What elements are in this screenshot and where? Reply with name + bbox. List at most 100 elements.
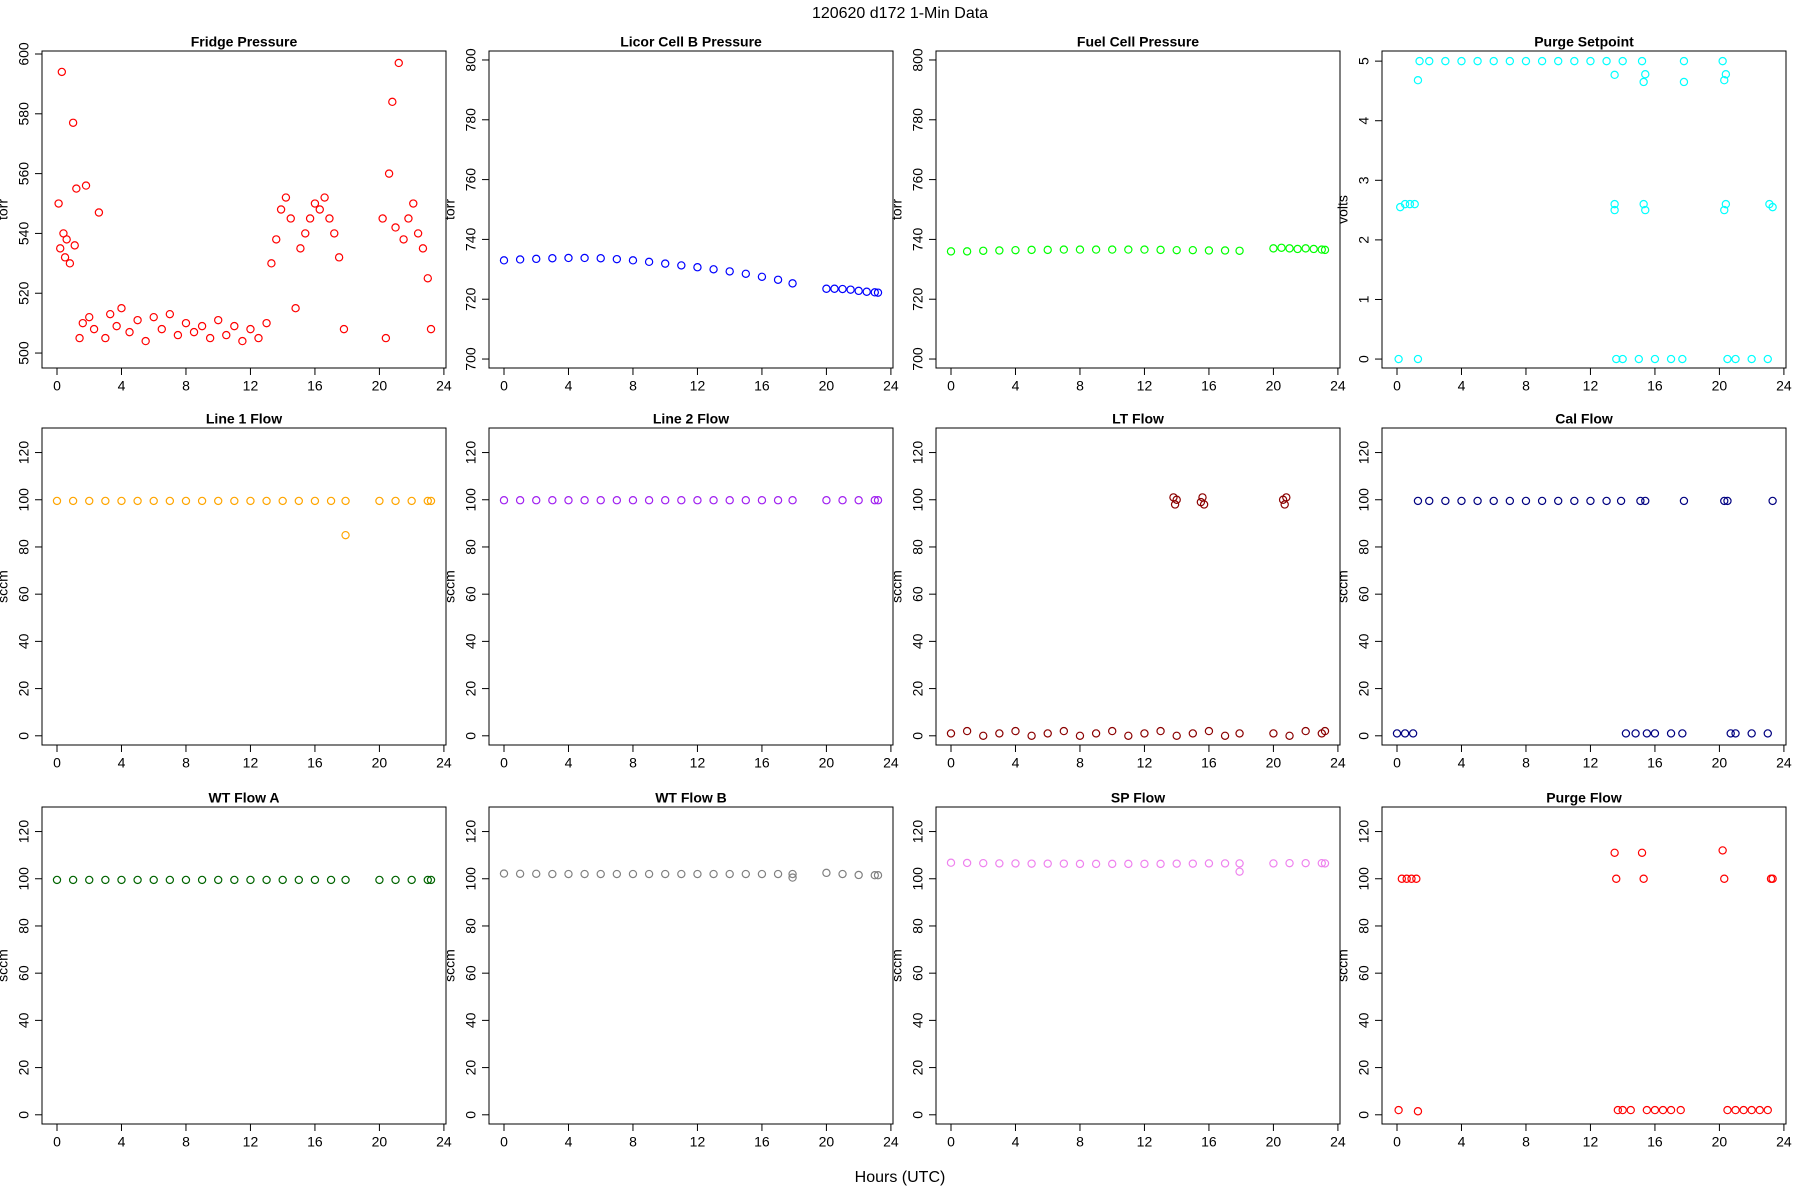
y-tick-label: 0: [463, 732, 479, 740]
point: [1676, 1105, 1685, 1115]
x-tick-label: 4: [1458, 1134, 1466, 1150]
x-tick-label: 0: [53, 755, 61, 771]
point: [1537, 56, 1547, 66]
point: [979, 731, 988, 740]
point: [276, 205, 286, 214]
point: [394, 58, 403, 68]
point: [1634, 354, 1644, 364]
x-tick-label: 12: [690, 755, 706, 771]
y-axis-label: sccm: [0, 949, 11, 982]
point: [1639, 874, 1648, 883]
point: [70, 241, 79, 250]
point: [1301, 244, 1310, 253]
y-tick-label: 700: [463, 347, 479, 371]
point: [310, 199, 320, 208]
point: [838, 496, 847, 505]
point: [693, 496, 702, 505]
point: [1586, 56, 1595, 66]
point: [165, 496, 175, 506]
x-tick-label: 24: [883, 378, 899, 394]
point: [105, 309, 115, 319]
point: [75, 333, 84, 343]
point: [1156, 859, 1165, 869]
x-tick-label: 16: [307, 755, 323, 771]
point: [1124, 245, 1133, 254]
point: [1631, 729, 1640, 738]
point: [846, 285, 855, 294]
point: [1666, 729, 1676, 738]
panel-title: Cal Flow: [1555, 411, 1613, 427]
point: [94, 208, 104, 217]
y-tick-label: 120: [463, 820, 479, 844]
point: [564, 496, 573, 505]
point: [230, 875, 239, 885]
point: [1108, 859, 1117, 869]
point: [310, 496, 320, 506]
point: [532, 254, 541, 264]
point: [267, 259, 276, 268]
point: [838, 284, 847, 294]
x-tick-label: 12: [1583, 378, 1599, 394]
x-tick-label: 8: [1076, 378, 1084, 394]
plot-frame: [935, 50, 1341, 369]
point: [1610, 70, 1619, 80]
x-tick-label: 20: [819, 378, 835, 394]
point: [830, 284, 839, 293]
point: [788, 496, 797, 505]
x-tick-label: 4: [1012, 378, 1020, 394]
x-tick-label: 12: [243, 378, 259, 394]
point: [246, 324, 255, 334]
point: [1059, 245, 1069, 254]
plot-frame: [41, 427, 447, 746]
point: [1720, 205, 1729, 215]
point: [141, 336, 150, 346]
point: [1059, 859, 1069, 868]
panel-title: Line 1 Flow: [206, 411, 282, 427]
point: [1091, 859, 1101, 869]
x-tick-label: 20: [1266, 755, 1282, 771]
x-tick-label: 8: [1522, 378, 1530, 394]
point: [101, 875, 110, 885]
y-tick-label: 40: [1356, 1012, 1372, 1028]
point: [946, 858, 956, 867]
point: [117, 875, 126, 885]
point: [1666, 354, 1676, 364]
point: [165, 875, 175, 885]
panel-title: WT Flow A: [208, 790, 279, 806]
point: [1043, 859, 1052, 868]
y-tick-label: 0: [16, 732, 32, 740]
point: [1768, 496, 1777, 506]
point: [52, 496, 62, 506]
point: [1320, 245, 1330, 255]
x-tick-label: 24: [1330, 1134, 1346, 1150]
point: [1156, 726, 1165, 736]
page-title: 120620 d172 1-Min Data: [812, 5, 988, 22]
y-tick-label: 80: [910, 539, 926, 555]
point: [1718, 846, 1727, 855]
y-tick-label: 120: [1356, 441, 1372, 465]
point: [757, 272, 767, 281]
point: [1412, 874, 1421, 883]
x-tick-label: 0: [500, 755, 508, 771]
point: [57, 67, 67, 77]
point: [305, 214, 315, 223]
point: [628, 496, 638, 505]
y-tick-label: 40: [463, 1012, 479, 1028]
x-tick-label: 12: [1583, 1134, 1599, 1150]
x-tick-label: 8: [629, 755, 637, 771]
y-tick-label: 60: [1356, 586, 1372, 602]
y-axis-label: sccm: [889, 570, 905, 603]
point: [644, 496, 654, 505]
x-tick-label: 20: [372, 755, 388, 771]
point: [580, 253, 589, 263]
point: [1678, 729, 1687, 738]
y-tick-label: 20: [463, 1060, 479, 1076]
point: [375, 496, 384, 506]
plot-frame: [935, 806, 1341, 1125]
point: [1027, 245, 1036, 255]
y-tick-label: 20: [910, 681, 926, 697]
point: [962, 858, 972, 868]
point: [189, 327, 199, 337]
point: [838, 869, 847, 879]
point: [238, 336, 247, 346]
